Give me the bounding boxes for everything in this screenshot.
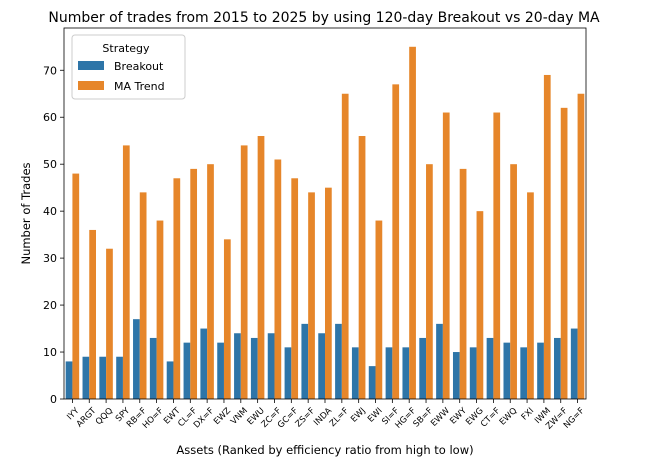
x-tick-label-ct-f: CT=F — [479, 406, 503, 430]
y-tick-label: 50 — [43, 158, 57, 171]
y-tick-label: 40 — [43, 205, 57, 218]
bar-breakout-spy — [116, 356, 123, 399]
bar-breakout-iyy — [65, 361, 73, 399]
y-axis: 0 10 20 30 40 50 60 70 — [43, 64, 64, 406]
bar-breakout-ewi — [368, 366, 376, 399]
bar-ma-trend-zw-f — [560, 107, 568, 399]
x-tick-label-vnm: VNM — [229, 406, 250, 427]
bar-breakout-zw-f — [554, 337, 561, 399]
x-tick-label-ewz: EWZ — [212, 406, 233, 427]
bar-ma-trend-spy — [122, 145, 130, 399]
bar-breakout-ewj — [351, 347, 359, 399]
bar-breakout-dx-f — [200, 328, 208, 399]
bar-breakout-gc-f — [284, 347, 292, 399]
bar-ma-trend-ewy — [459, 168, 467, 399]
bar-breakout-ewu — [250, 337, 258, 399]
y-tick-label: 10 — [43, 346, 57, 359]
bar-ma-trend-zl-f — [341, 93, 349, 400]
bar-ma-trend-hg-f — [409, 46, 416, 399]
x-axis-label: Assets (Ranked by efficiency ratio from … — [176, 443, 473, 457]
bar-ma-trend-dx-f — [207, 164, 214, 399]
bar-breakout-ewz — [217, 342, 224, 399]
bar-ma-trend-zs-f — [308, 192, 315, 399]
x-tick-label-ewq: EWQ — [498, 406, 520, 428]
bar-breakout-hg-f — [402, 347, 410, 399]
legend-swatch-ma-trend — [78, 81, 104, 90]
bar-ma-trend-argt — [89, 229, 96, 399]
bar-ma-trend-inda — [325, 187, 332, 399]
bar-ma-trend-ewi — [375, 220, 383, 399]
y-tick-label: 0 — [50, 393, 57, 406]
bar-ma-trend-iwm — [543, 74, 551, 399]
bar-breakout-ct-f — [486, 337, 494, 399]
bar-ma-trend-iyy — [72, 173, 80, 399]
legend-label-breakout: Breakout — [114, 60, 164, 73]
x-tick-label-qqq: QQQ — [94, 406, 115, 427]
bar-ma-trend-fxi — [527, 192, 534, 399]
bar-breakout-si-f — [385, 347, 393, 399]
bar-breakout-eww — [436, 323, 443, 399]
bar-breakout-vnm — [234, 333, 241, 399]
y-axis-label: Number of Trades — [19, 162, 33, 264]
legend: Strategy Breakout MA Trend — [71, 34, 186, 100]
bar-ma-trend-ewj — [358, 136, 366, 399]
y-tick-label: 70 — [43, 64, 57, 77]
bar-ma-trend-ng-f — [577, 93, 585, 400]
bar-breakout-ewg — [469, 347, 477, 399]
bar-breakout-inda — [318, 333, 325, 399]
bar-ma-trend-eww — [442, 112, 450, 399]
y-tick-label: 20 — [43, 299, 57, 312]
bar-breakout-zs-f — [301, 323, 309, 399]
bar-ma-trend-ho-f — [156, 220, 164, 399]
bar-ma-trend-ct-f — [493, 112, 501, 399]
bar-breakout-zc-f — [267, 333, 275, 399]
bar-breakout-ewt — [166, 361, 174, 399]
bar-breakout-ho-f — [149, 337, 157, 399]
x-tick-label-zs-f: ZS=F — [294, 406, 318, 430]
bar-breakout-ng-f — [570, 328, 578, 399]
legend-swatch-breakout — [78, 61, 104, 70]
bar-ma-trend-ewq — [510, 164, 517, 399]
bar-ma-trend-gc-f — [291, 178, 299, 399]
plot-frame — [63, 27, 587, 400]
bar-breakout-ewy — [452, 352, 460, 399]
bar-ma-trend-rb-f — [139, 192, 147, 399]
bar-ma-trend-qqq — [106, 248, 113, 399]
legend-title: Strategy — [102, 42, 150, 55]
bar-ma-trend-ewg — [476, 211, 484, 399]
bar-breakout-iwm — [537, 342, 544, 399]
chart-title: Number of trades from 2015 to 2025 by us… — [48, 10, 600, 26]
bar-ma-trend-ewt — [173, 178, 181, 399]
bar-ma-trend-si-f — [392, 84, 400, 399]
bar-breakout-qqq — [99, 356, 107, 399]
bar-breakout-fxi — [520, 347, 528, 399]
bar-breakout-zl-f — [335, 323, 342, 399]
x-tick-label-ewj: EWJ — [349, 406, 368, 425]
bar-breakout-argt — [82, 356, 90, 399]
legend-label-ma-trend: MA Trend — [114, 80, 165, 93]
bar-breakout-cl-f — [183, 342, 191, 399]
x-axis: IYYARGTQQQSPYRB=FHO=FEWTCL=FDX=FEWZVNMEW… — [65, 399, 587, 432]
x-tick-label-sb-f: SB=F — [412, 406, 436, 430]
y-tick-label: 60 — [43, 111, 57, 124]
bar-ma-trend-cl-f — [190, 168, 198, 399]
bar-ma-trend-ewu — [257, 136, 265, 399]
bars-layer — [65, 46, 585, 400]
bar-breakout-sb-f — [419, 337, 427, 399]
bar-ma-trend-zc-f — [274, 159, 282, 399]
x-tick-label-zl-f: ZL=F — [328, 406, 351, 429]
bar-breakout-rb-f — [133, 319, 140, 399]
bar-breakout-ewq — [503, 342, 511, 399]
y-tick-label: 30 — [43, 252, 57, 265]
bar-ma-trend-sb-f — [426, 164, 433, 399]
bar-ma-trend-ewz — [223, 239, 231, 399]
bar-ma-trend-vnm — [240, 145, 248, 399]
x-tick-label-eww: EWW — [429, 406, 452, 429]
